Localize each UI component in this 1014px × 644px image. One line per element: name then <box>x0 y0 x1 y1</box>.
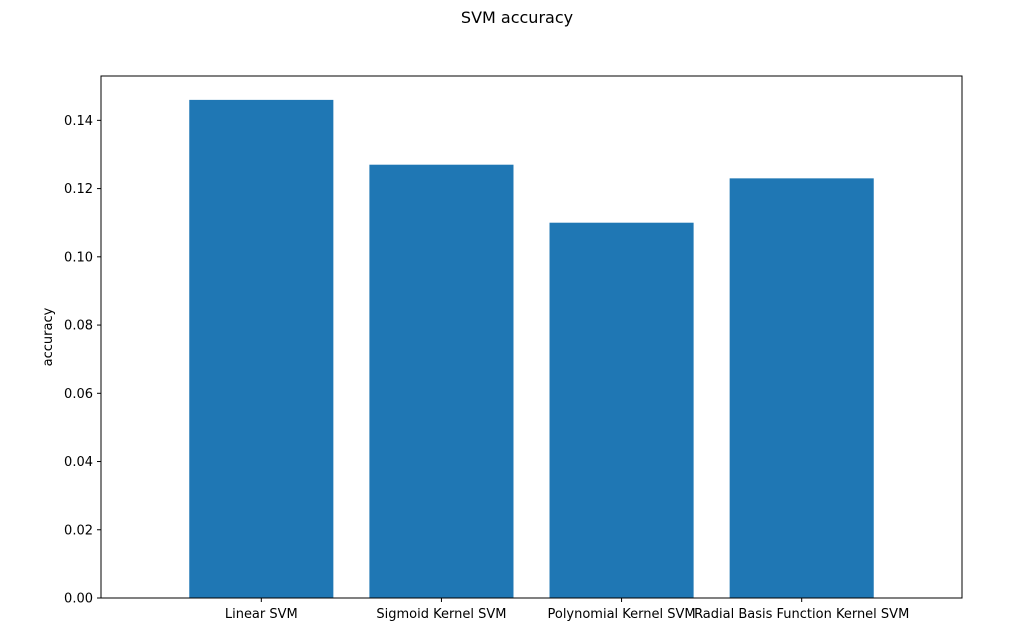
chart-title: SVM accuracy <box>461 8 573 27</box>
y-tick-label-6: 0.12 <box>64 182 93 197</box>
bar-0 <box>189 99 334 598</box>
x-ticks-group: Linear SVM Sigmoid Kernel SVM Polynomial K… <box>225 598 909 622</box>
y-tick-label-0: 0.00 <box>64 592 93 607</box>
plot-area-frame <box>100 75 963 599</box>
y-ticks-group: 0.00 0.02 0.04 0.06 0.08 0.10 0.12 0.14 <box>64 114 101 607</box>
y-tick-label-2: 0.04 <box>64 455 93 470</box>
y-tick-label-3: 0.06 <box>64 387 93 402</box>
y-tick-label-1: 0.02 <box>64 523 93 538</box>
y-tick-label-7: 0.14 <box>64 114 93 129</box>
bar-2 <box>549 222 694 599</box>
y-tick-label-4: 0.08 <box>64 319 93 334</box>
x-tick-label-2: Polynomial Kernel SVM <box>547 607 695 622</box>
bar-3 <box>729 178 874 598</box>
x-tick-label-1: Sigmoid Kernel SVM <box>376 607 506 622</box>
x-tick-label-3: Radial Basis Function Kernel SVM <box>694 607 909 622</box>
bars-group <box>189 99 874 599</box>
y-axis-label: accuracy <box>41 307 56 366</box>
bar-1 <box>369 164 514 599</box>
x-tick-label-0: Linear SVM <box>225 607 298 622</box>
y-tick-label-5: 0.10 <box>64 250 93 265</box>
